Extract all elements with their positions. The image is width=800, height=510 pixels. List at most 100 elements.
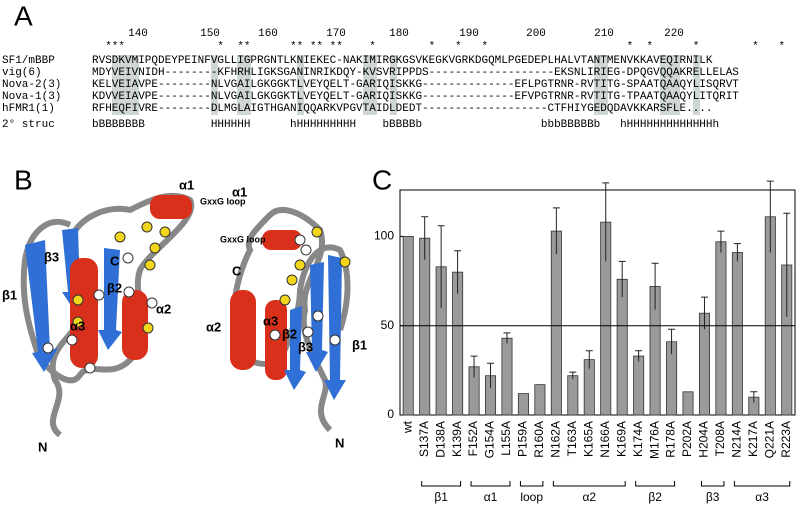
structure-label: β1 — [2, 287, 17, 302]
sequence: RFHEQFIVRE--------DLMGLAIGTHGANIQQARKVPG… — [92, 103, 713, 115]
group-bracket — [635, 481, 676, 487]
x-tick-label: F152A — [466, 421, 480, 456]
bar — [517, 393, 529, 416]
x-tick-label: K217A — [746, 421, 760, 457]
error-bar — [503, 332, 511, 344]
error-bar — [783, 212, 791, 317]
bar — [550, 230, 562, 416]
structure-label: β2 — [282, 326, 297, 341]
x-tick-label: N214A — [730, 421, 744, 458]
error-bar — [602, 182, 610, 262]
structure-label: C — [110, 253, 120, 268]
alignment: 140 150 160 170 180 190 200 210 220 *** * ** ** … — [2, 28, 800, 131]
sequence-name: SF1/mBBP — [2, 55, 55, 67]
group-bracket — [470, 481, 511, 487]
group-bracket — [733, 481, 791, 487]
bar — [534, 384, 546, 416]
ruler-number: 220 — [664, 28, 684, 40]
sequence: KDVVEIAVPE--------NLVGAILGKGGKTLVEYQELT-… — [92, 91, 739, 103]
sequence-name: Nova-1(3) — [2, 91, 61, 103]
plot-frame — [399, 189, 796, 416]
x-tick-label: R223A — [779, 421, 793, 458]
group-label: β1 — [434, 490, 448, 504]
error-bar — [635, 350, 643, 362]
group-bracket — [519, 481, 544, 487]
structure-label: β2 — [107, 280, 122, 295]
sequence: MDYVEIVNIDH--------KFHRHLIGKSGANINRIKDQY… — [92, 67, 739, 79]
structure-label: α1 — [179, 177, 194, 192]
x-tick-label: K174A — [631, 421, 645, 457]
conservation-stars: *** * ** ** ** ** * * * * * * * * * * * — [92, 41, 800, 53]
group-label: β3 — [706, 490, 720, 504]
x-tick-label: wt — [400, 420, 414, 434]
bar — [501, 337, 513, 416]
error-bar — [552, 207, 560, 255]
x-tick-label: T163A — [565, 421, 579, 456]
structure-label: α1 — [232, 184, 247, 199]
ruler-number: 190 — [459, 28, 479, 40]
bar — [616, 278, 628, 416]
error-bar — [487, 362, 495, 389]
error-bar — [421, 216, 429, 260]
x-tick-label: K169A — [614, 421, 628, 457]
group-bracket — [700, 481, 725, 487]
sequence: RVSDKVMIPQDEYPEINFVGLLIGPRGNTLKNIEKEC-NA… — [92, 55, 713, 67]
error-bar — [470, 355, 478, 378]
group-label: loop — [520, 490, 543, 504]
bar — [633, 355, 645, 416]
structure-label: GxxG loop — [220, 234, 266, 244]
x-tick-label: G154A — [483, 421, 497, 458]
sequence: KELVEIAVPE--------NLVGAILGKGGKTLVEYQELT-… — [92, 79, 739, 91]
panel-label: A — [14, 0, 33, 31]
x-tick-label: S137A — [417, 421, 431, 457]
ruler-number: 180 — [389, 28, 409, 40]
x-tick-label: K139A — [450, 421, 464, 457]
structure-label: α3 — [263, 313, 278, 328]
x-tick-label: D138A — [433, 421, 447, 458]
structure-label: α2 — [206, 319, 221, 334]
structure-label: α2 — [156, 301, 171, 316]
error-bar — [717, 230, 725, 253]
error-bar — [750, 391, 758, 403]
ruler-number: 170 — [326, 28, 346, 40]
x-tick-label: M176A — [647, 421, 661, 459]
structure-label: N — [335, 435, 344, 450]
bar — [715, 241, 727, 416]
ruler-number: 140 — [128, 28, 148, 40]
group-label: α2 — [582, 490, 596, 504]
x-tick-label: Q221A — [762, 421, 776, 458]
error-bar — [733, 243, 741, 262]
error-bar — [700, 296, 708, 330]
x-tick-label: R160A — [532, 421, 546, 458]
sequence-name: vig(6) — [2, 67, 42, 79]
sequence-name: hFMR1(1) — [2, 103, 55, 115]
panel-label: B — [14, 164, 33, 195]
error-bar — [618, 260, 626, 298]
x-tick-label: P159A — [516, 421, 530, 457]
structure-label: β3 — [298, 339, 313, 354]
sequence-name: Nova-2(3) — [2, 79, 61, 91]
x-tick-label: P202A — [680, 421, 694, 457]
structure-label: β3 — [44, 249, 59, 264]
ruler-number: 210 — [594, 28, 614, 40]
error-bar — [585, 350, 593, 369]
x-tick-label: K165A — [581, 421, 595, 457]
y-tick-label: 0 — [387, 407, 394, 421]
error-bar — [766, 180, 774, 253]
bar — [731, 252, 743, 416]
sequence: bBBBBBBB HHHHHH hHHHHHHHHH bBBBBb bbbBBB… — [92, 119, 719, 131]
group-label: α3 — [755, 490, 769, 504]
x-tick-label: N166A — [598, 421, 612, 458]
x-tick-label: L155A — [499, 421, 513, 456]
ruler-number: 150 — [200, 28, 220, 40]
panel-label: C — [372, 164, 392, 195]
group-bracket — [552, 481, 626, 487]
structure-label: N — [38, 439, 47, 454]
x-tick-label: H204A — [697, 421, 711, 458]
x-tick-label: T208A — [713, 421, 727, 456]
error-bar — [651, 262, 659, 310]
bar-chart: 0 50 100 wt S137A D138A K139A F152A G154A L155A P1… — [374, 180, 796, 504]
bar — [567, 375, 579, 416]
structure-label: GxxG loop — [200, 196, 246, 206]
